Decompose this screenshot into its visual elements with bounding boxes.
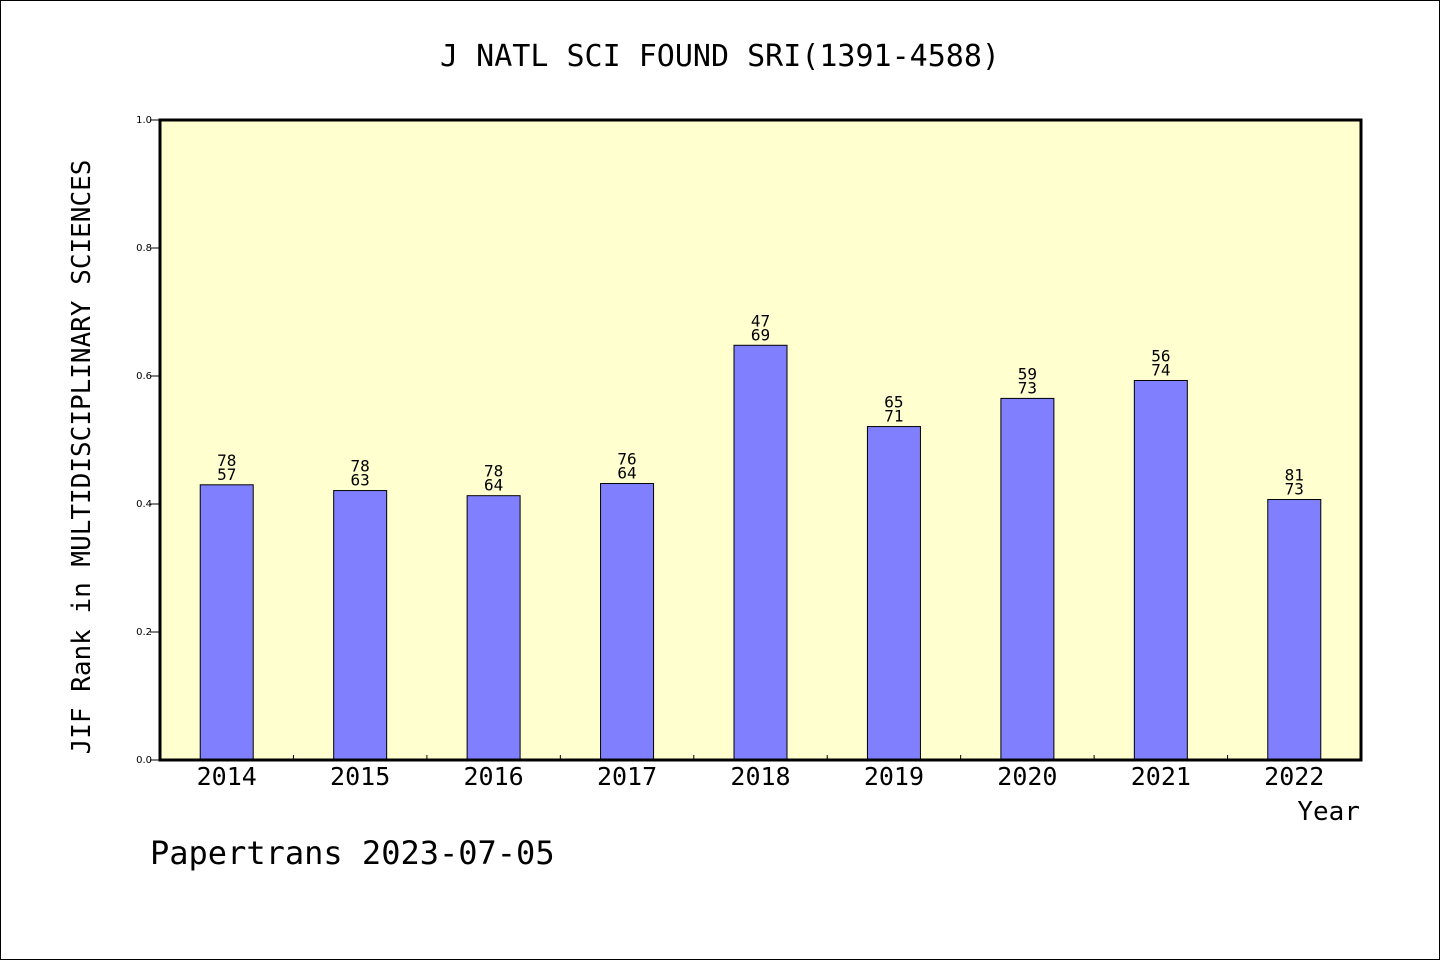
x-axis-label: Year	[1297, 797, 1360, 827]
bar-label-top-2020: 59	[1018, 364, 1037, 383]
bar-label-top-2021: 56	[1151, 346, 1170, 365]
bar-label-bottom-2014: 57	[217, 465, 236, 484]
bar-2017	[600, 483, 655, 761]
bar-label-top-2022: 81	[1285, 466, 1304, 485]
chart-title: J NATL SCI FOUND SRI(1391-4588)	[440, 39, 1000, 74]
bar-label-bottom-2016: 64	[484, 476, 503, 495]
bar-label-top-2019: 65	[884, 393, 903, 412]
bar-label-bottom-2022: 73	[1285, 480, 1304, 499]
bar-label-top-2016: 78	[484, 462, 503, 481]
bar-2022	[1267, 499, 1322, 761]
bar-label-bottom-2018: 69	[751, 325, 770, 344]
y-tick-label-0: 0.0	[136, 755, 152, 766]
x-tick-label-2022: 2022	[1264, 762, 1324, 791]
footer-text: Papertrans 2023-07-05	[150, 834, 555, 872]
y-tick-label-2: 0.4	[136, 499, 152, 510]
x-tick-label-2017: 2017	[597, 762, 657, 791]
x-tick-label-2020: 2020	[997, 762, 1057, 791]
bar-label-top-2014: 78	[217, 451, 236, 470]
bar-2015	[333, 490, 388, 761]
x-tick-label-2021: 2021	[1131, 762, 1191, 791]
x-tick-label-2014: 2014	[197, 762, 257, 791]
bar-2016	[466, 495, 521, 761]
x-tick-label-2016: 2016	[464, 762, 524, 791]
y-tick-label-3: 0.6	[136, 371, 152, 382]
plot-border	[158, 118, 1363, 762]
bar-label-bottom-2020: 73	[1018, 378, 1037, 397]
bar-label-bottom-2021: 74	[1151, 360, 1170, 379]
x-tick-label-2019: 2019	[864, 762, 924, 791]
bar-2021	[1133, 379, 1188, 761]
y-tick-label-5: 1.0	[136, 115, 152, 126]
bar-label-top-2017: 76	[617, 450, 636, 469]
bar-2019	[866, 426, 921, 761]
y-axis: 0.0 0.2 0.4 0.6 0.8 1.0	[136, 115, 160, 766]
y-tick-label-1: 0.2	[136, 627, 152, 638]
bar-label-bottom-2015: 63	[351, 471, 370, 490]
y-tick-label-4: 0.8	[136, 243, 152, 254]
x-tick-label-2018: 2018	[730, 762, 790, 791]
x-tick-label-2015: 2015	[330, 762, 390, 791]
x-axis: 2014 2015 2016 2017 2018 2019 2020 2021 2022	[197, 755, 1324, 791]
bar-2018	[733, 344, 788, 761]
bar-label-bottom-2019: 71	[884, 407, 903, 426]
bar-label-top-2018: 47	[751, 311, 770, 330]
bar-2020	[1000, 397, 1055, 761]
bar-label-top-2015: 78	[351, 457, 370, 476]
bar-label-bottom-2017: 64	[617, 464, 636, 483]
y-axis-label: JIF Rank in MULTIDISCIPLINARY SCIENCES	[67, 160, 97, 755]
bar-2014	[199, 484, 254, 761]
